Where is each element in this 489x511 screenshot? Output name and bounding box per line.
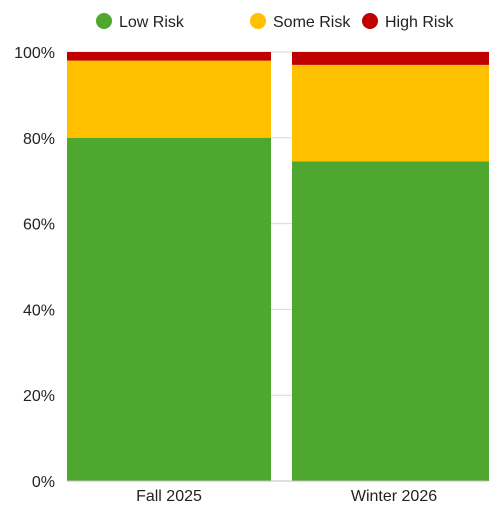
bar-winter-2026-high-risk: [292, 52, 489, 65]
y-tick-label-0pct: 0%: [32, 474, 55, 491]
legend-marker-low-risk: [96, 13, 112, 29]
bar-winter-2026-low-risk: [292, 161, 489, 481]
x-tick-label-winter-2026: Winter 2026: [351, 488, 437, 505]
bar-fall-2025-high-risk: [67, 52, 271, 61]
y-tick-label-60pct: 60%: [23, 217, 55, 234]
legend-marker-high-risk: [362, 13, 378, 29]
bars: [67, 52, 489, 482]
legend-item-some-risk: Some Risk: [250, 13, 351, 31]
y-tick-label-40pct: 40%: [23, 302, 55, 319]
x-tick-labels: Fall 2025 Winter 2026: [136, 488, 437, 505]
legend-item-low-risk: Low Risk: [96, 13, 185, 31]
legend-item-high-risk: High Risk: [362, 13, 454, 31]
bar-fall-2025-low-risk: [67, 137, 271, 482]
y-tick-label-100pct: 100%: [14, 45, 55, 62]
legend-marker-some-risk: [250, 13, 266, 29]
y-tick-label-80pct: 80%: [23, 131, 55, 148]
legend-label-low-risk: Low Risk: [119, 14, 185, 31]
y-tick-labels: 0% 20% 40% 60% 80% 100%: [14, 45, 55, 491]
legend-label-some-risk: Some Risk: [273, 14, 351, 31]
bar-winter-2026-some-risk: [292, 64, 489, 162]
bar-stack-fall-2025: [67, 52, 271, 482]
y-tick-label-20pct: 20%: [23, 388, 55, 405]
legend-label-high-risk: High Risk: [385, 14, 454, 31]
bar-stack-winter-2026: [292, 52, 489, 481]
legend: Low Risk Some Risk High Risk: [96, 13, 454, 31]
x-tick-label-fall-2025: Fall 2025: [136, 488, 202, 505]
bar-fall-2025-some-risk: [67, 60, 271, 138]
